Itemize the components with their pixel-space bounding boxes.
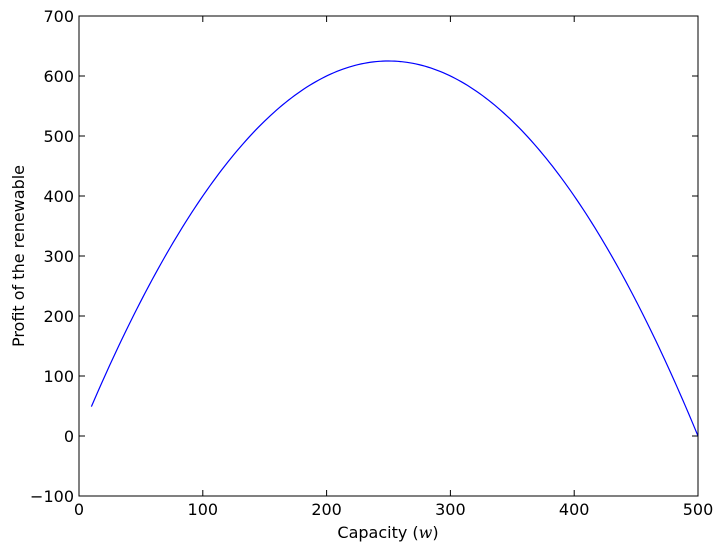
- y-tick-label: 100: [43, 367, 74, 386]
- y-tick-label: 200: [43, 307, 74, 326]
- y-tick-label: 600: [43, 67, 74, 86]
- y-tick-label: 500: [43, 127, 74, 146]
- y-tick-label: 300: [43, 247, 74, 266]
- y-axis-label: Profit of the renewable: [9, 165, 28, 347]
- series-layer: [90, 60, 699, 437]
- ticks-layer: 0 100 200 300 400 500−10001002003004005006007…: [30, 7, 713, 519]
- y-tick-label: −100: [30, 487, 74, 506]
- x-tick-label: 400: [559, 500, 590, 519]
- x-tick-label: 0: [74, 500, 84, 519]
- x-axis-label: Capacity (w): [337, 523, 438, 542]
- y-tick-label: 400: [43, 187, 74, 206]
- y-tick-label: 0: [64, 427, 74, 446]
- x-tick-label: 300: [435, 500, 466, 519]
- plot-frame: [78, 15, 699, 497]
- x-axis-variable: w: [419, 523, 433, 542]
- x-tick-label: 100: [188, 500, 219, 519]
- series-line-profit: [90, 60, 699, 437]
- x-tick-label: 500: [683, 500, 714, 519]
- y-tick-label: 700: [43, 7, 74, 26]
- x-tick-label: 200: [311, 500, 342, 519]
- x-axis-label-text: Capacity: [337, 523, 407, 542]
